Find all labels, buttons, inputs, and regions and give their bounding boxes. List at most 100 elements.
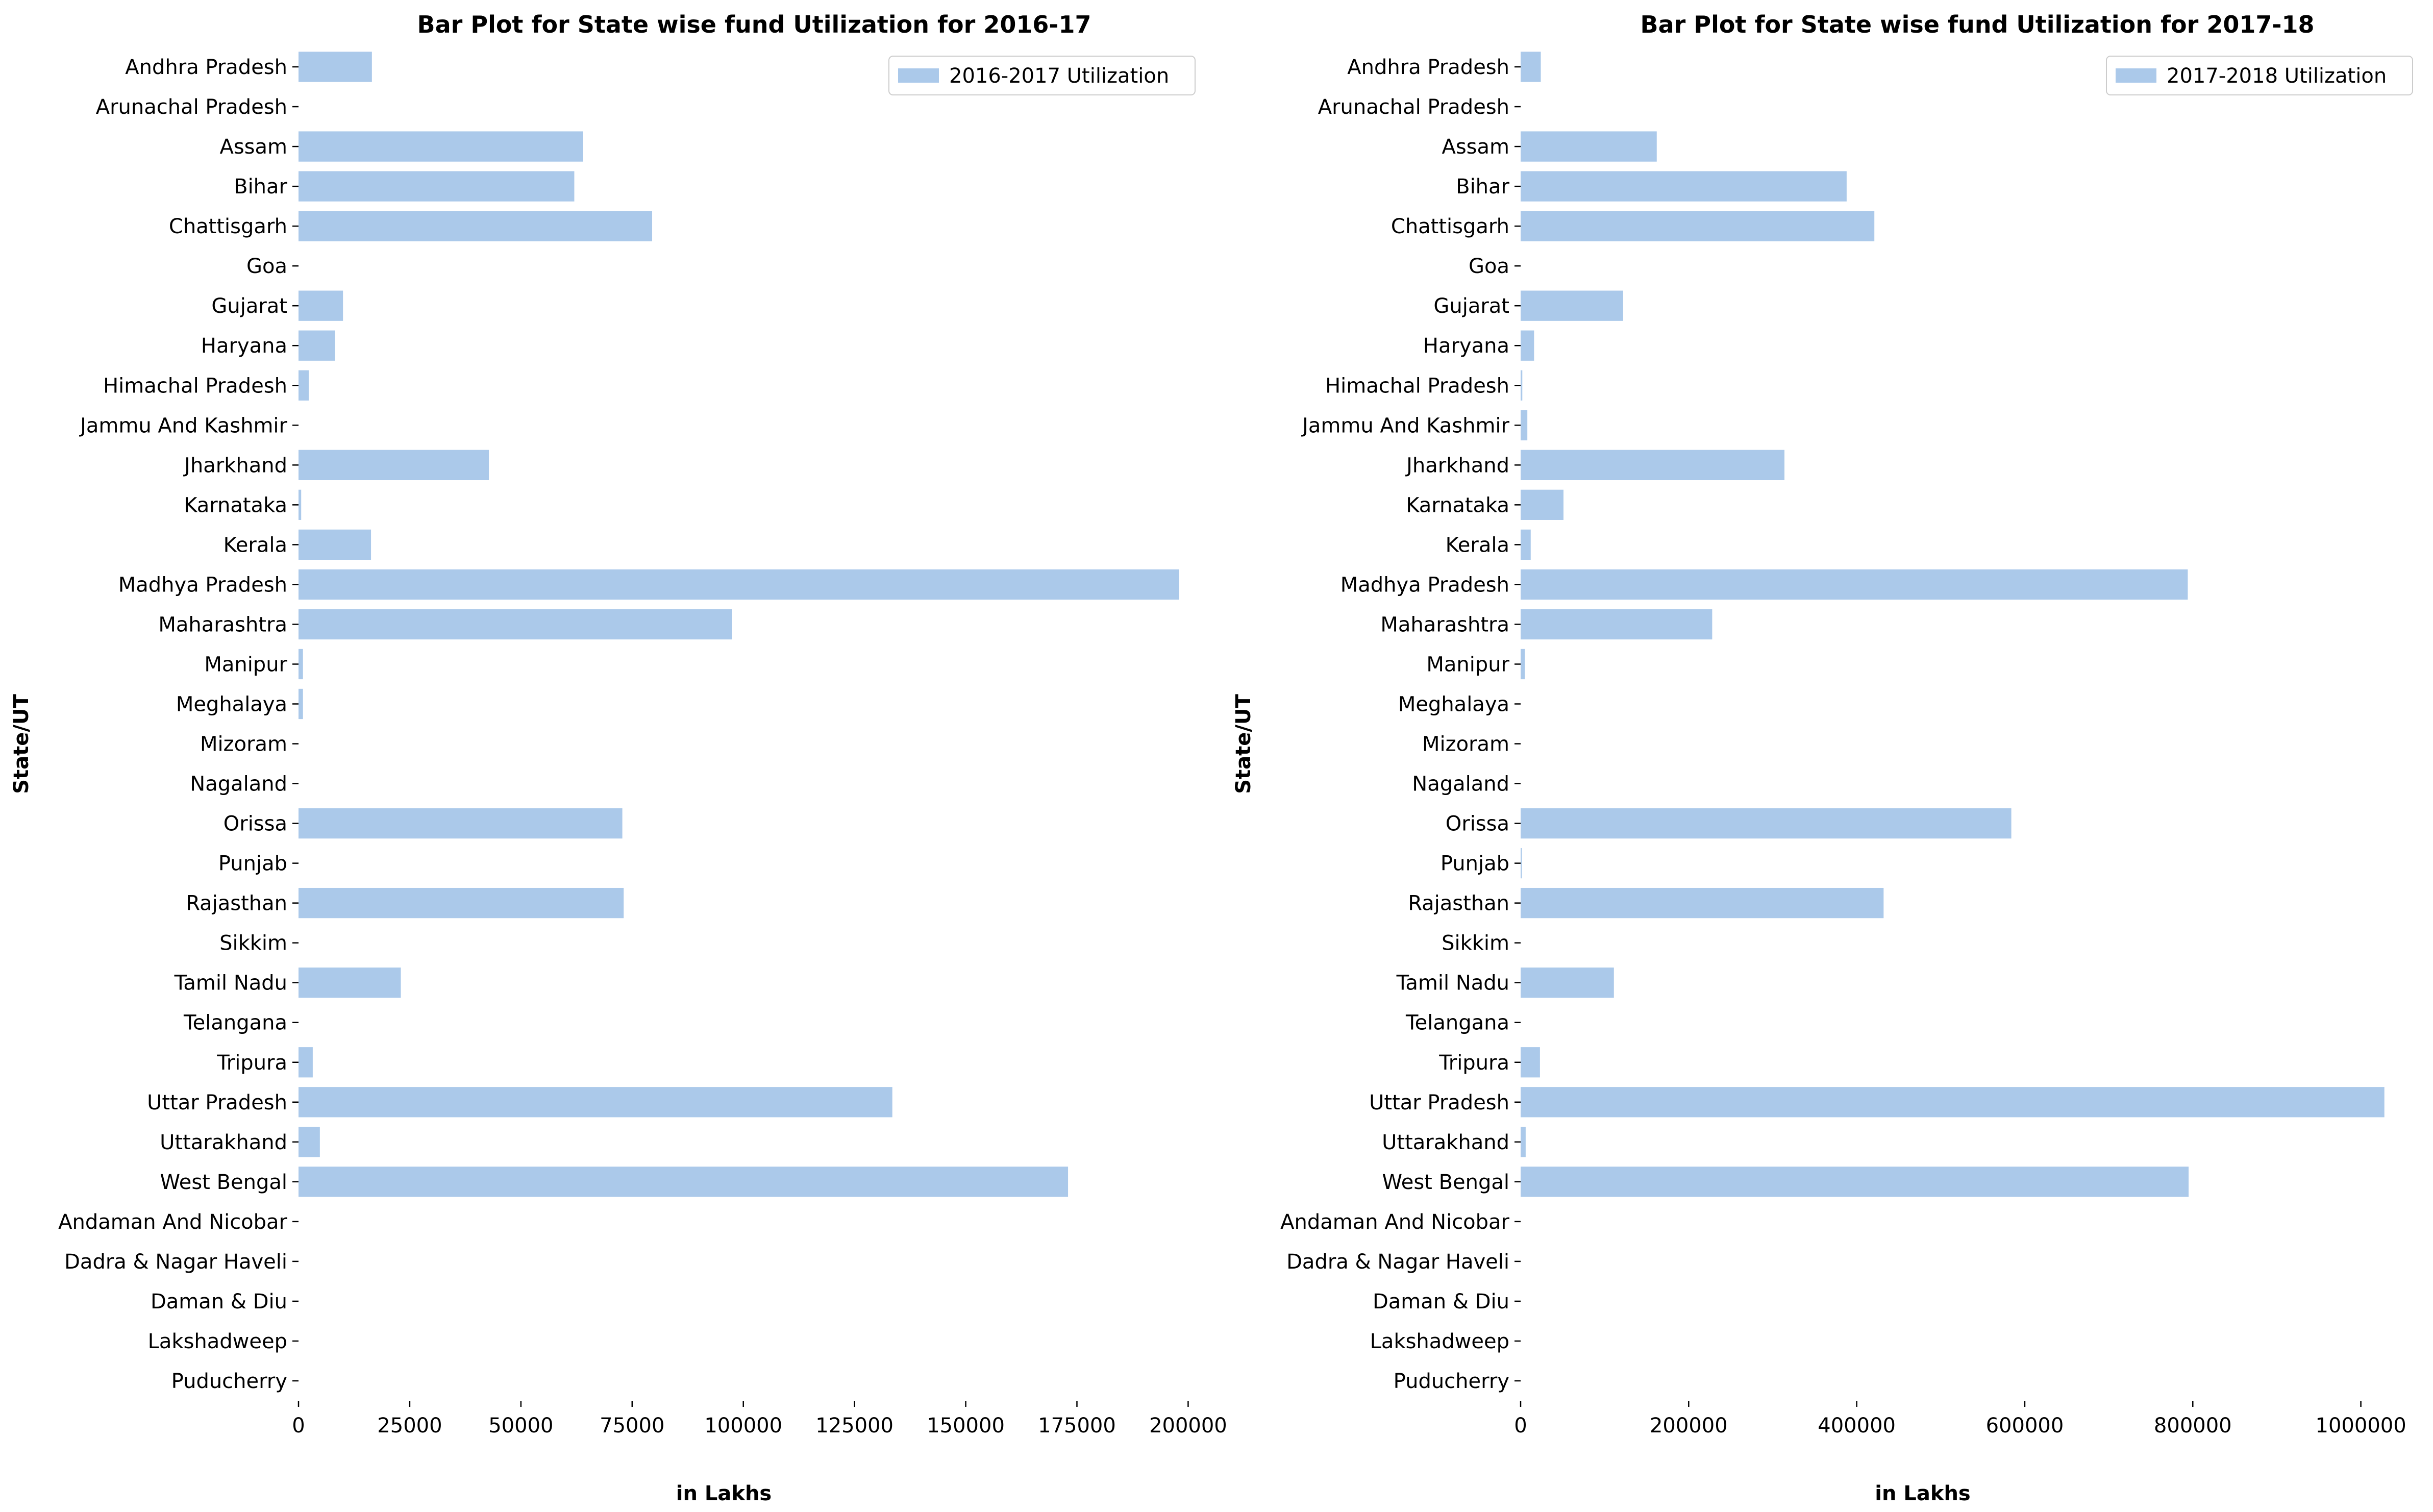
x-tick-label: 200000 — [1650, 1414, 1728, 1437]
x-tick-label: 600000 — [1986, 1414, 2064, 1437]
bar-west-bengal — [299, 1167, 1069, 1197]
y-tick-label: Kerala — [224, 533, 287, 557]
x-axis-label: in Lakhs — [676, 1482, 772, 1505]
y-tick-label: Assam — [219, 135, 287, 159]
y-tick-label: Assam — [1442, 135, 1509, 159]
y-tick-label: Lakshadweep — [1370, 1330, 1509, 1353]
x-tick-label: 0 — [292, 1414, 305, 1437]
y-tick-label: Meghalaya — [1398, 692, 1509, 716]
y-tick-label: Meghalaya — [176, 692, 287, 716]
bar-karnataka — [299, 489, 302, 520]
bar-punjab — [1521, 848, 1522, 879]
bar-andhra-pradesh — [299, 52, 372, 82]
y-tick-label: Haryana — [201, 334, 287, 358]
bar-tripura — [299, 1047, 313, 1078]
bar-chattisgarh — [299, 211, 653, 241]
y-tick-label: Puducherry — [171, 1370, 287, 1393]
bar-gujarat — [299, 290, 343, 321]
bar-west-bengal — [1521, 1167, 2189, 1197]
y-tick-label: Orissa — [224, 812, 287, 836]
legend-box — [888, 56, 1196, 95]
y-tick-label: Kerala — [1446, 533, 1509, 557]
y-tick-label: Telangana — [1405, 1011, 1509, 1035]
y-tick-label: Karnataka — [184, 493, 287, 517]
y-tick-label: Haryana — [1423, 334, 1509, 358]
y-tick-label: Bihar — [1456, 175, 1509, 199]
y-tick-label: Daman & Diu — [1373, 1290, 1509, 1313]
y-axis-label: State/UT — [10, 694, 33, 794]
y-tick-label: Manipur — [1426, 653, 1509, 676]
legend-label: 2017-2018 Utilization — [2167, 64, 2387, 88]
x-tick-label: 25000 — [377, 1414, 442, 1437]
bar-kerala — [299, 529, 371, 560]
legend-swatch — [2116, 68, 2156, 83]
y-tick-label: Mizoram — [1422, 733, 1509, 756]
y-tick-label: Madhya Pradesh — [1340, 573, 1509, 597]
bar-uttar-pradesh — [299, 1087, 892, 1118]
y-tick-label: Jammu And Kashmir — [79, 414, 287, 437]
bar-himachal-pradesh — [1521, 370, 1523, 401]
y-tick-label: Nagaland — [1412, 773, 1509, 796]
x-tick-label: 1000000 — [2316, 1414, 2406, 1437]
bar-orissa — [1521, 808, 2012, 839]
y-tick-label: Andaman And Nicobar — [58, 1210, 287, 1234]
y-tick-label: Puducherry — [1394, 1370, 1509, 1393]
bar-orissa — [299, 808, 623, 839]
y-tick-label: Madhya Pradesh — [118, 573, 287, 597]
y-tick-label: Himachal Pradesh — [103, 374, 287, 398]
bar-madhya-pradesh — [299, 569, 1179, 600]
y-tick-label: Tamil Nadu — [1396, 972, 1509, 995]
bar-tamil-nadu — [299, 968, 401, 998]
y-tick-label: Arunachal Pradesh — [96, 95, 287, 119]
x-tick-label: 100000 — [704, 1414, 782, 1437]
y-tick-label: Dadra & Nagar Haveli — [64, 1250, 287, 1274]
y-tick-label: Tripura — [216, 1051, 287, 1075]
legend-swatch — [898, 68, 939, 83]
bar-maharashtra — [299, 609, 732, 640]
x-tick-label: 800000 — [2154, 1414, 2232, 1437]
y-tick-label: Sikkim — [1442, 932, 1509, 955]
bar-bihar — [1521, 171, 1847, 202]
y-tick-label: Mizoram — [200, 733, 287, 756]
y-tick-label: Uttar Pradesh — [1369, 1091, 1509, 1114]
y-tick-label: Uttarakhand — [160, 1131, 287, 1154]
chart-title: Bar Plot for State wise fund Utilization… — [417, 11, 1091, 38]
y-tick-label: Jharkhand — [1405, 454, 1509, 477]
x-tick-label: 0 — [1514, 1414, 1527, 1437]
bar-gujarat — [1521, 290, 1623, 321]
y-tick-label: Goa — [1469, 255, 1509, 278]
y-axis-label: State/UT — [1232, 694, 1255, 794]
y-tick-label: Dadra & Nagar Haveli — [1286, 1250, 1509, 1274]
y-tick-label: Nagaland — [190, 773, 287, 796]
legend-box — [2106, 56, 2413, 95]
x-tick-label: 150000 — [927, 1414, 1005, 1437]
y-tick-label: West Bengal — [1382, 1171, 1509, 1194]
bar-tripura — [1521, 1047, 1540, 1078]
y-tick-label: West Bengal — [160, 1171, 287, 1194]
y-tick-label: Uttar Pradesh — [147, 1091, 287, 1114]
bar-uttarakhand — [299, 1127, 320, 1157]
bar-karnataka — [1521, 489, 1563, 520]
y-tick-label: Tamil Nadu — [174, 972, 287, 995]
y-tick-label: Orissa — [1446, 812, 1509, 836]
y-tick-label: Goa — [246, 255, 287, 278]
y-tick-label: Uttarakhand — [1382, 1131, 1509, 1154]
bar-madhya-pradesh — [1521, 569, 2188, 600]
y-tick-label: Maharashtra — [1380, 613, 1509, 636]
y-tick-label: Andhra Pradesh — [1347, 56, 1509, 79]
bar-bihar — [299, 171, 575, 202]
bar-assam — [299, 131, 583, 162]
bar-chattisgarh — [1521, 211, 1875, 241]
legend: 2017-2018 Utilization — [2106, 56, 2413, 95]
y-tick-label: Maharashtra — [158, 613, 287, 636]
x-tick-label: 125000 — [815, 1414, 893, 1437]
y-tick-label: Gujarat — [211, 294, 287, 318]
y-tick-label: Chattisgarh — [169, 215, 287, 238]
x-axis-label: in Lakhs — [1875, 1482, 1970, 1505]
chart-title: Bar Plot for State wise fund Utilization… — [1641, 11, 2315, 38]
y-tick-label: Manipur — [204, 653, 287, 676]
y-tick-label: Andhra Pradesh — [125, 56, 287, 79]
x-tick-label: 75000 — [600, 1414, 664, 1437]
bar-uttarakhand — [1521, 1127, 1526, 1157]
